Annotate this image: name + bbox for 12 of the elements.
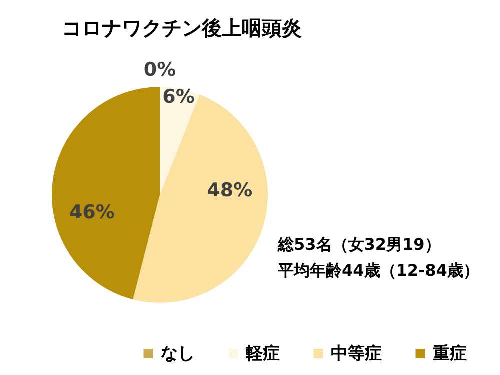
data-label: 48%	[207, 180, 253, 202]
pie-slice	[52, 87, 160, 300]
data-label: 6%	[162, 86, 195, 108]
legend-label: 軽症	[245, 344, 280, 364]
text: 平均年齢44歳（12-84歳）	[277, 261, 480, 280]
data-label: 46%	[69, 201, 115, 224]
chart-title: コロナワクチン後上咽頭炎	[62, 16, 302, 40]
legend-label: 重症	[432, 344, 467, 364]
text: 0%	[144, 59, 176, 81]
legend-label: 中等症	[331, 344, 382, 364]
legend-label: なし	[161, 344, 195, 364]
text: 総53名（女32男19）	[277, 235, 441, 254]
